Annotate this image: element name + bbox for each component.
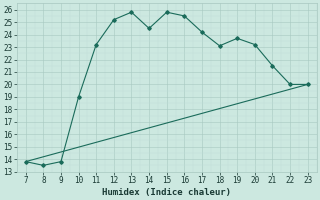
X-axis label: Humidex (Indice chaleur): Humidex (Indice chaleur) [102, 188, 231, 197]
